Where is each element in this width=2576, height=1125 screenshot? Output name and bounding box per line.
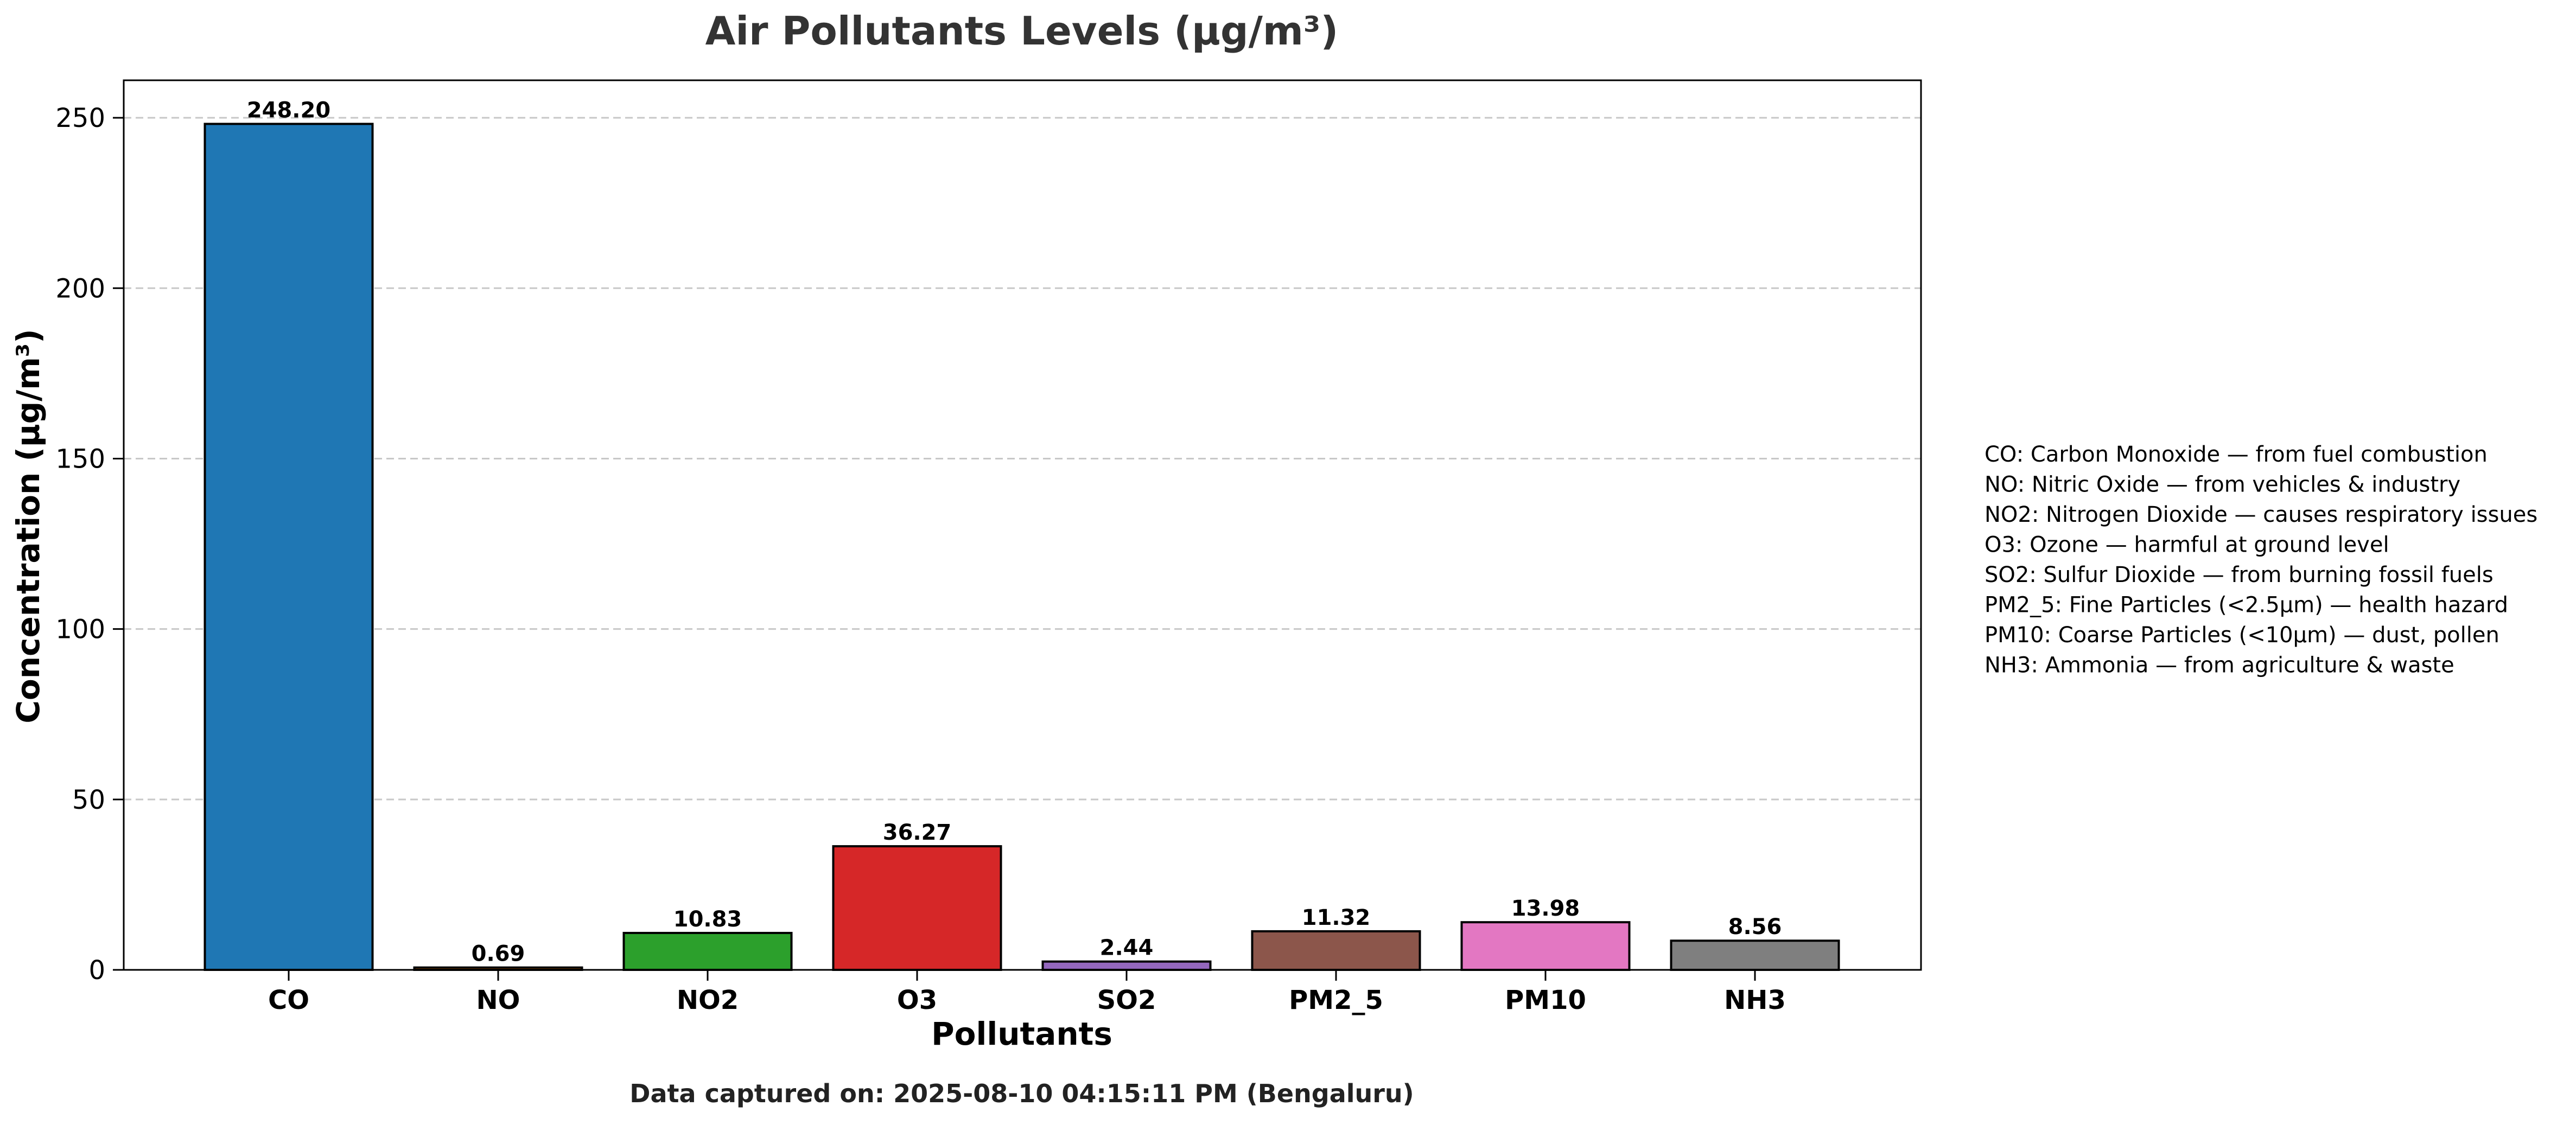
bar-value-label: 2.44 <box>1100 936 1154 961</box>
y-axis-ticks: 0 50 100 150 200 250 <box>55 103 124 986</box>
pollutant-descriptions: CO: Carbon Monoxide — from fuel combusti… <box>1985 442 2537 678</box>
bar-nh3 <box>1670 939 1840 971</box>
y-tick-label: 50 <box>72 785 105 815</box>
bar-value-label: 0.69 <box>472 942 525 967</box>
y-tick-label: 200 <box>55 273 105 304</box>
bar-co <box>203 123 374 971</box>
pollutant-description-line: NO: Nitric Oxide — from vehicles & indus… <box>1985 472 2460 497</box>
bar-no2 <box>622 931 793 971</box>
x-axis-ticks: CO NO NO2 O3 SO2 PM2_5 PM10 NH3 <box>268 970 1786 1015</box>
bar-so2 <box>1041 960 1212 971</box>
gridlines <box>124 117 1921 801</box>
bar-value-labels: 248.20 0.69 10.83 36.27 2.44 11.32 13.98 8.56 <box>247 98 1782 966</box>
bars <box>203 123 1840 971</box>
chart-title: Air Pollutants Levels (µg/m³) <box>705 8 1339 54</box>
y-tick-label: 0 <box>88 955 105 986</box>
bar-value-label: 10.83 <box>673 907 742 932</box>
pollutant-description-line: CO: Carbon Monoxide — from fuel combusti… <box>1985 442 2488 467</box>
bar-value-label: 248.20 <box>247 98 330 123</box>
x-tick-label: NO2 <box>677 985 739 1015</box>
pollutant-description-line: O3: Ozone — harmful at ground level <box>1985 533 2389 558</box>
pollutant-description-line: NH3: Ammonia — from agriculture & waste <box>1985 653 2454 678</box>
y-tick-label: 250 <box>55 103 105 133</box>
x-axis-title: Pollutants <box>931 1015 1112 1052</box>
x-tick-label: CO <box>268 985 309 1015</box>
bar-value-label: 8.56 <box>1728 915 1782 939</box>
y-tick-label: 150 <box>55 444 105 474</box>
y-tick-label: 100 <box>55 615 105 645</box>
x-tick-label: PM10 <box>1505 985 1586 1015</box>
pollutant-description-line: NO2: Nitrogen Dioxide — causes respirato… <box>1985 502 2537 527</box>
bar-pm2_5 <box>1251 930 1421 971</box>
y-axis-title: Concentration (µg/m³) <box>10 329 47 723</box>
x-tick-label: PM2_5 <box>1289 985 1383 1015</box>
pollutant-description-line: PM10: Coarse Particles (<10µm) — dust, p… <box>1985 623 2499 648</box>
bar-pm10 <box>1460 921 1631 971</box>
capture-timestamp-note: Data captured on: 2025-08-10 04:15:11 PM… <box>629 1079 1414 1108</box>
bar-o3 <box>832 845 1002 971</box>
pollutant-description-line: PM2_5: Fine Particles (<2.5µm) — health … <box>1985 593 2508 618</box>
pollutant-description-line: SO2: Sulfur Dioxide — from burning fossi… <box>1985 562 2494 587</box>
x-tick-label: SO2 <box>1097 985 1156 1015</box>
bar-value-label: 11.32 <box>1302 905 1371 930</box>
x-tick-label: O3 <box>897 985 937 1015</box>
plot-area-frame <box>123 79 1922 971</box>
bar-value-label: 36.27 <box>883 820 952 845</box>
x-tick-label: NH3 <box>1724 985 1786 1015</box>
x-tick-label: NO <box>476 985 520 1015</box>
bar-value-label: 13.98 <box>1511 896 1580 921</box>
